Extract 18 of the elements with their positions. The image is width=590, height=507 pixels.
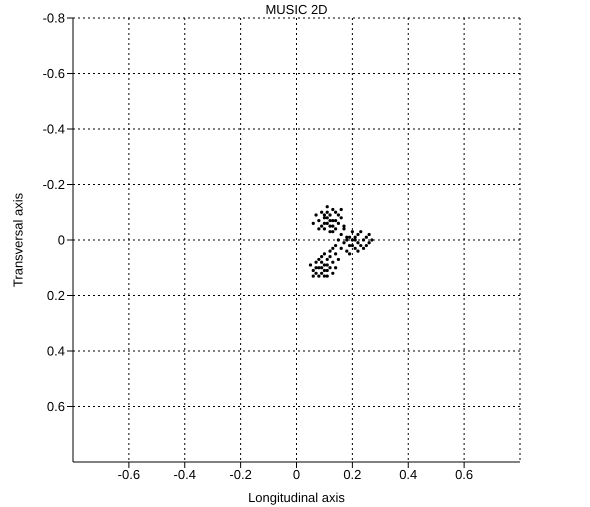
x-axis-title: Longitudinal axis: [248, 490, 346, 505]
y-tick-label: -0.6: [42, 66, 65, 82]
y-tick-label: 0: [58, 232, 65, 248]
y-tick-label: -0.4: [42, 122, 65, 137]
x-tick-label: -0.2: [229, 467, 252, 482]
chart-title: MUSIC 2D: [264, 2, 329, 17]
x-tick-label: -0.4: [174, 467, 196, 482]
x-tick-label: 0: [292, 467, 300, 482]
x-tick-label: 0.2: [343, 467, 362, 482]
y-tick-label: 0.2: [46, 288, 65, 304]
y-tick-label: 0.4: [46, 344, 65, 359]
y-axis-title: Transversal axis: [10, 192, 26, 288]
x-tick-label: 0.4: [399, 467, 418, 482]
y-tick-label: 0.6: [46, 399, 65, 414]
y-tick-label: -0.2: [42, 177, 65, 192]
y-tick-label: -0.8: [42, 10, 65, 26]
x-tick-label: 0.6: [455, 467, 474, 482]
x-tick-label: -0.6: [118, 467, 140, 482]
